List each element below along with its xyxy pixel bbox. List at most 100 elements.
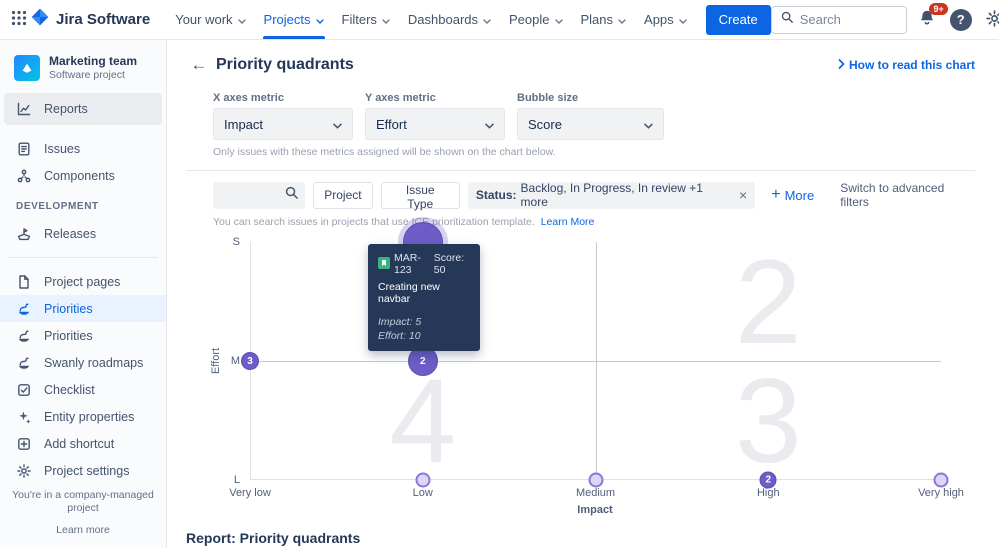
chart-bubble[interactable]: 2: [759, 471, 777, 489]
x-metric-label: X axes metric: [213, 92, 284, 104]
topbar-search[interactable]: [770, 5, 907, 34]
tooltip-effort: Effort: 10: [378, 330, 421, 342]
bubble-size-control: Bubble size Score: [517, 92, 664, 140]
chevron-right-icon: [838, 58, 845, 72]
project-info: Marketing team Software project: [49, 54, 137, 81]
controls-hint: Only issues with these metrics assigned …: [213, 146, 556, 158]
sidebar-item-label: Add shortcut: [44, 436, 115, 451]
chart-bubble[interactable]: [933, 472, 949, 488]
bubble-tooltip: MAR-123 Score: 50 Creating new navbar Im…: [368, 244, 480, 351]
checklist-icon: [16, 382, 32, 398]
x-metric-select[interactable]: Impact: [213, 108, 353, 140]
nav-dashboards[interactable]: Dashboards: [399, 0, 500, 39]
bubble-label: 2: [765, 474, 772, 486]
sidebar-item-swanly-roadmaps[interactable]: Swanly roadmaps: [0, 349, 166, 376]
x-axis-tick: Medium: [575, 487, 616, 499]
sidebar-item-project-settings[interactable]: Project settings: [0, 457, 166, 484]
create-button[interactable]: Create: [705, 4, 771, 35]
status-chip-value: Backlog, In Progress, In review +1 more: [520, 181, 703, 209]
project-header[interactable]: Marketing team Software project: [0, 54, 166, 93]
sidebar-item-label: Reports: [44, 102, 88, 116]
issue-type-filter-button[interactable]: Issue Type: [380, 181, 460, 211]
sidebar-item-entity-properties[interactable]: Entity properties: [0, 403, 166, 430]
y-metric-select[interactable]: Effort: [365, 108, 505, 140]
how-to-read-link[interactable]: How to read this chart: [838, 58, 975, 72]
x-axis-tick: Very low: [229, 487, 271, 499]
chevron-down-icon: [554, 12, 563, 27]
more-filters-button[interactable]: + More: [771, 187, 814, 203]
main-content: ← Priority quadrants How to read this ch…: [167, 40, 999, 548]
priority-quadrants-chart: Effort 1243SMLVery lowLowMediumHighVery …: [186, 222, 975, 522]
reports-icon: [16, 101, 32, 117]
nav-projects[interactable]: Projects: [255, 0, 333, 39]
report-title: Report: Priority quadrants: [186, 530, 361, 546]
sidebar-footer: You're in a company-managed project Lear…: [0, 489, 166, 538]
filter-search[interactable]: [213, 181, 306, 209]
bubble-size-value: Score: [528, 116, 562, 132]
chevron-down-icon: [678, 12, 687, 27]
filter-search-input[interactable]: [219, 188, 285, 202]
sidebar-item-label: Checklist: [44, 382, 95, 397]
advanced-filters-link[interactable]: Switch to advanced filters: [840, 181, 945, 209]
more-filters-label: More: [784, 187, 815, 203]
addshortcut-icon: [16, 436, 32, 452]
sidebar-item-priorities[interactable]: Priorities: [0, 295, 166, 322]
swan-icon: [16, 328, 32, 344]
nav-filters[interactable]: Filters: [333, 0, 399, 39]
filter-bar: Project Issue Type Status: Backlog, In P…: [213, 181, 975, 211]
sidebar-item-issues[interactable]: Issues: [0, 135, 166, 162]
app-switcher-button[interactable]: [10, 6, 28, 34]
filter-hint: You can search issues in projects that u…: [213, 216, 975, 228]
sidebar-item-releases[interactable]: Releases: [0, 220, 166, 247]
nav-label: Your work: [175, 12, 233, 27]
y-axis-label: Effort: [210, 347, 222, 375]
nav-label: Plans: [580, 12, 614, 27]
sidebar-groups: Reports Issues Components DEVELOPMENT Releas…: [0, 93, 166, 484]
chart-bubble[interactable]: 2: [407, 346, 438, 376]
notifications-button[interactable]: 9+: [913, 2, 948, 34]
sidebar-item-project-pages[interactable]: Project pages: [0, 268, 166, 295]
sidebar-item-priorities[interactable]: Priorities: [0, 322, 166, 349]
close-icon[interactable]: ×: [739, 187, 748, 203]
bubble-size-select[interactable]: Score: [517, 108, 664, 140]
settings-button[interactable]: [981, 6, 999, 34]
y-metric-value: Effort: [376, 116, 407, 132]
sidebar: Marketing team Software project Reports I…: [0, 40, 167, 548]
bubble-label: 2: [419, 355, 426, 367]
nav-apps[interactable]: Apps: [635, 0, 696, 39]
notification-badge: 9+: [929, 2, 948, 16]
help-button[interactable]: ?: [947, 6, 975, 34]
swan-icon: [16, 301, 32, 317]
chart-bubble[interactable]: [415, 472, 431, 488]
project-filter-button[interactable]: Project: [313, 181, 373, 209]
chart-bubble[interactable]: 3: [241, 352, 259, 370]
sidebar-item-label: Project pages: [44, 274, 121, 289]
nav-plans[interactable]: Plans: [572, 0, 636, 39]
nav-people[interactable]: People: [500, 0, 571, 39]
sidebar-item-label: Project settings: [44, 463, 130, 478]
app-grid-icon: [10, 9, 28, 30]
sidebar-item-reports[interactable]: Reports: [4, 93, 162, 125]
back-button[interactable]: ←: [186, 52, 212, 78]
topbar-right: 9+ ?: [770, 2, 999, 34]
plus-icon: +: [771, 186, 781, 203]
sidebar-item-components[interactable]: Components: [0, 162, 166, 189]
tooltip-issue-key: MAR-123: [394, 252, 421, 276]
jira-logo[interactable]: Jira Software: [30, 7, 150, 32]
status-filter-chip[interactable]: Status: Backlog, In Progress, In review …: [467, 181, 756, 209]
sidebar-footer-link[interactable]: Learn more: [56, 524, 110, 536]
nav-your-work[interactable]: Your work: [166, 0, 254, 39]
swanly-icon: [16, 355, 32, 371]
project-type: Software project: [49, 69, 125, 81]
quadrant-horizontal-line: [250, 361, 941, 362]
sidebar-item-add-shortcut[interactable]: Add shortcut: [0, 430, 166, 457]
x-axis-tick: Very high: [918, 487, 964, 499]
learn-more-link[interactable]: Learn More: [540, 216, 595, 228]
topbar-search-input[interactable]: [799, 12, 898, 27]
chevron-down-icon: [644, 117, 653, 132]
sidebar-item-label: Priorities: [44, 328, 93, 343]
chevron-down-icon: [618, 12, 626, 27]
topbar: Jira Software Your work Projects Filters Da…: [0, 0, 999, 40]
chart-bubble[interactable]: [588, 472, 603, 488]
sidebar-item-checklist[interactable]: Checklist: [0, 376, 166, 403]
